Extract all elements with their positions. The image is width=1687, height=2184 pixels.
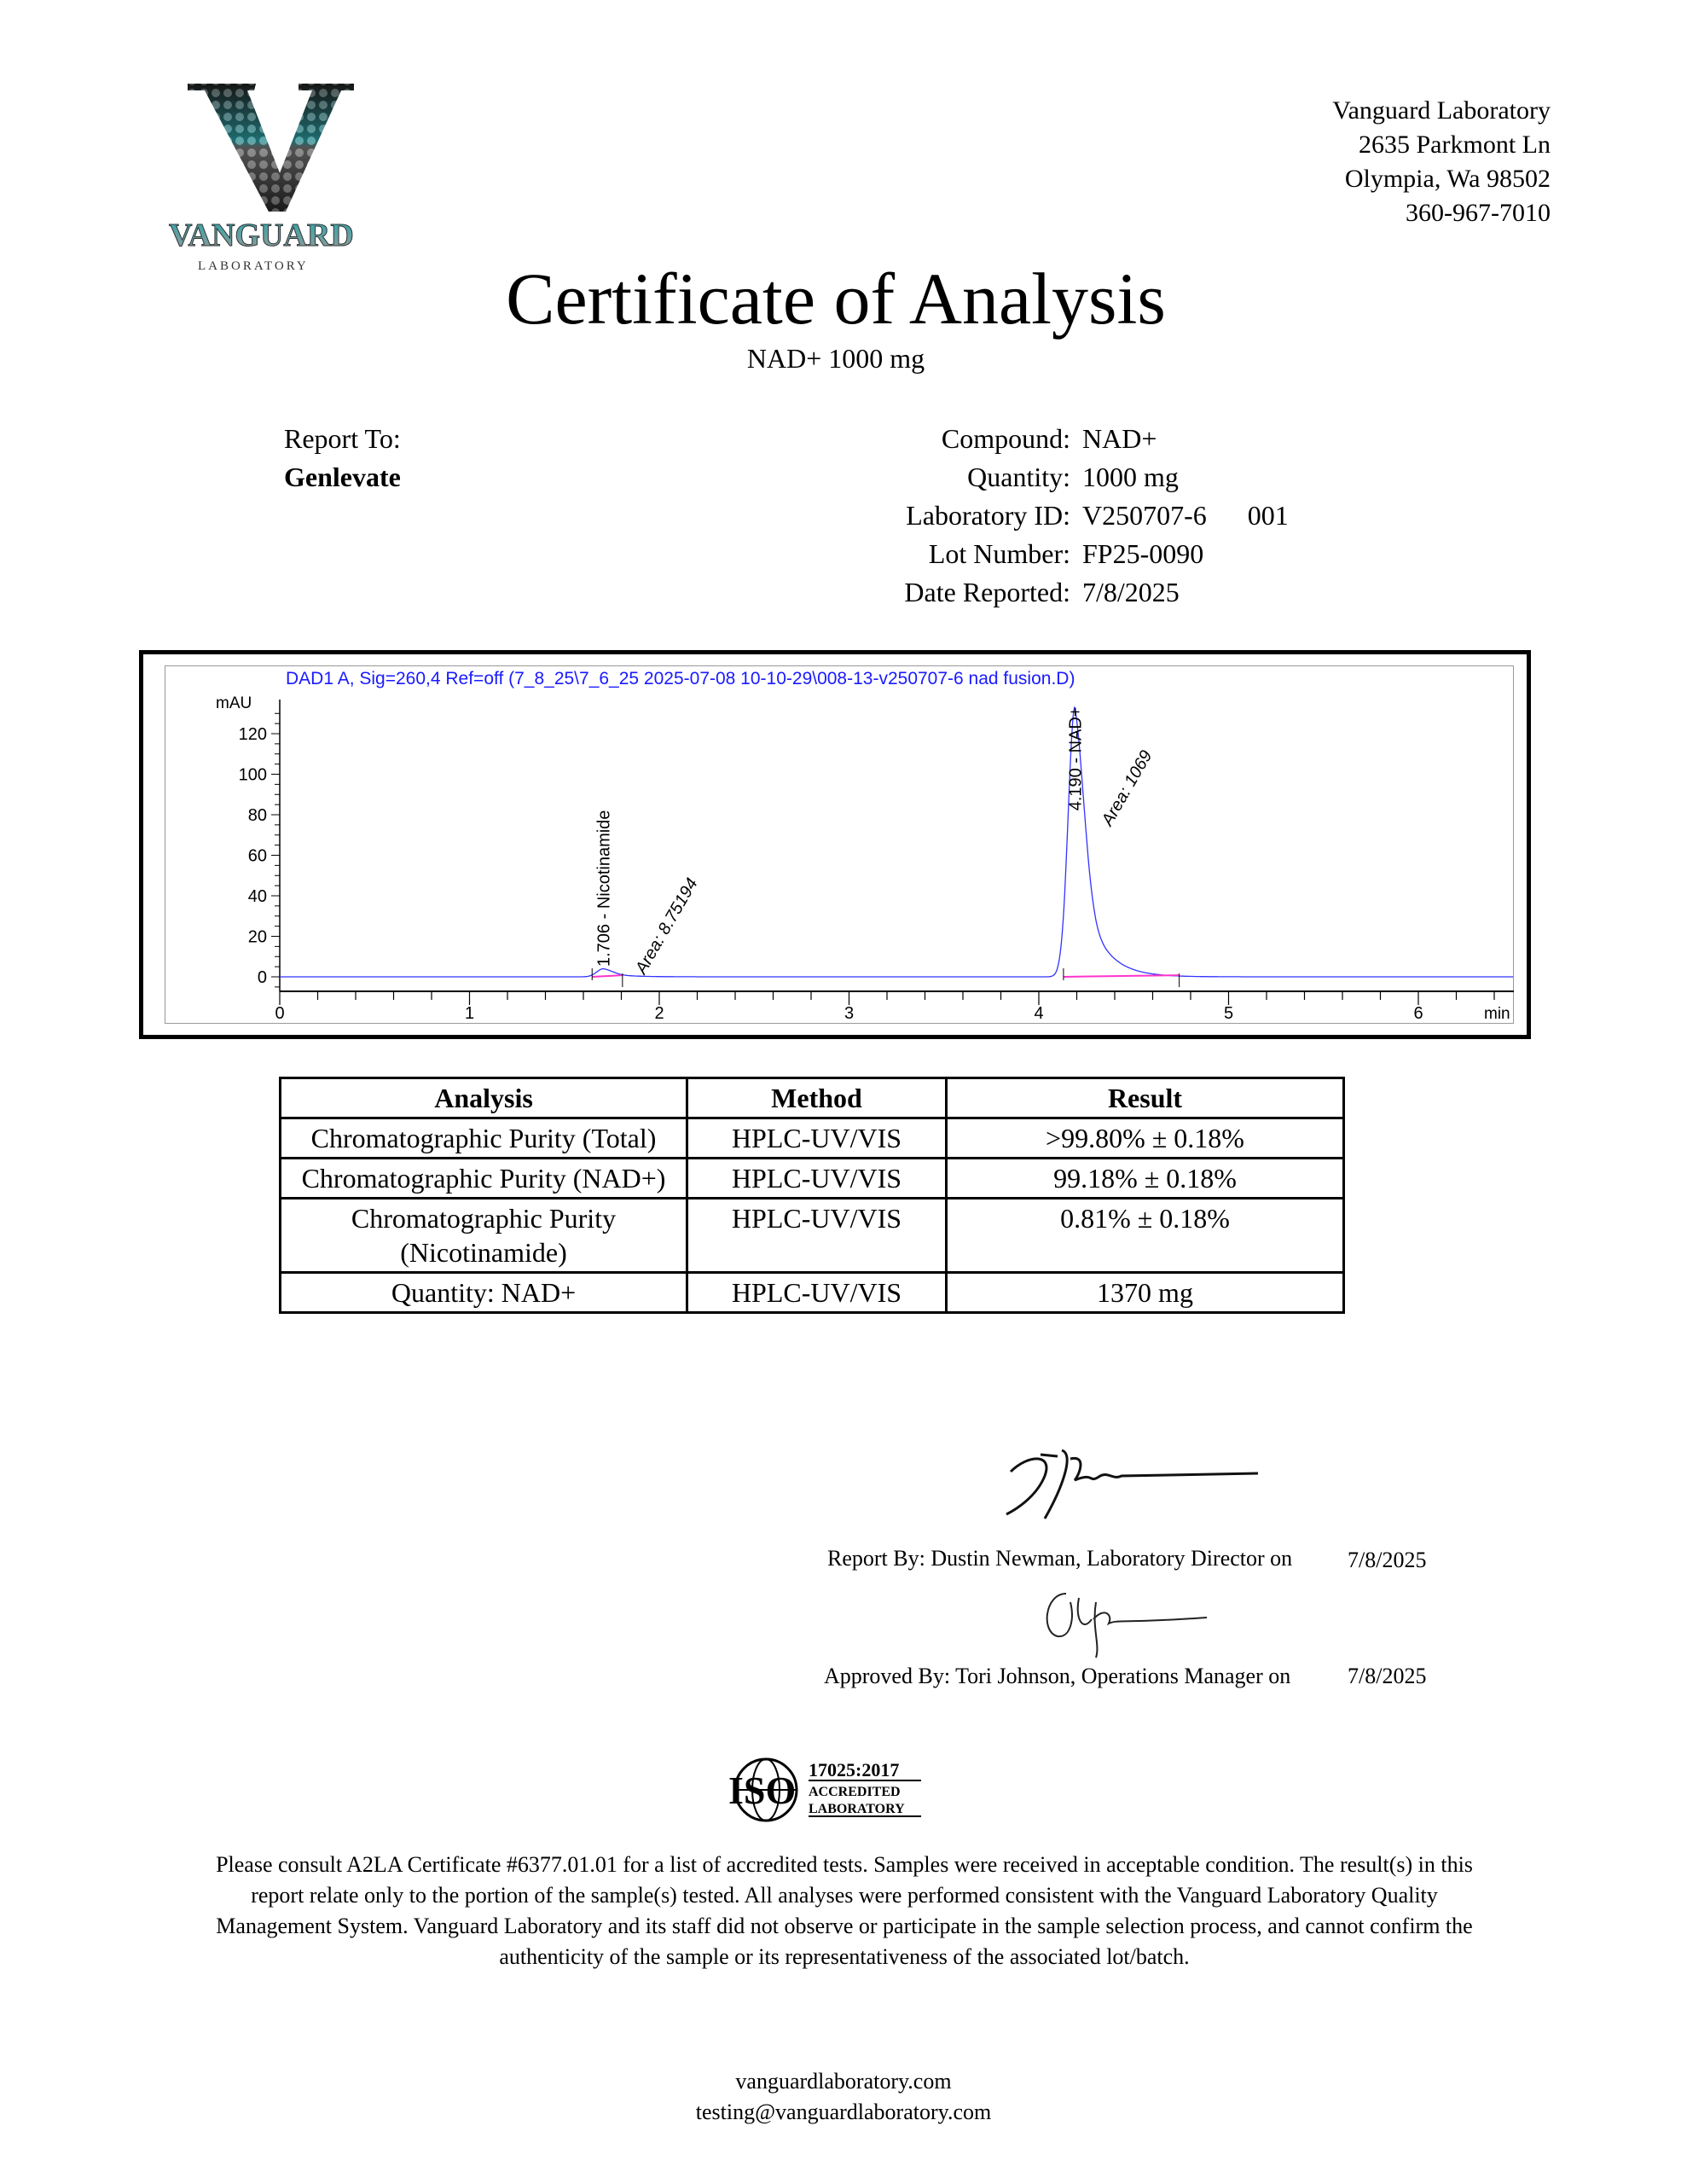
info-row: Date Reported: 7/8/2025 — [768, 573, 1289, 612]
y-tick-label: 40 — [248, 887, 267, 906]
result-cell: >99.80% ± 0.18% — [945, 1117, 1345, 1159]
info-value: NAD+ — [1082, 423, 1157, 454]
iso-standard: 17025:2017 — [809, 1759, 899, 1780]
lab-address: Vanguard Laboratory 2635 Parkmont Ln Oly… — [1332, 94, 1551, 230]
chart-title: DAD1 A, Sig=260,4 Ref=off (7_8_25\7_6_25… — [286, 669, 1075, 688]
info-row: Compound: NAD+ — [768, 420, 1289, 458]
disclaimer-line: Please consult A2LA Certificate #6377.01… — [216, 1852, 1473, 1877]
info-row: Laboratory ID: V250707-6 001 — [768, 497, 1289, 535]
table-row: Chromatographic Purity (Nicotinamide) HP… — [279, 1197, 1345, 1274]
disclaimer: Please consult A2LA Certificate #6377.01… — [128, 1850, 1561, 1972]
client-name: Genlevate — [284, 462, 401, 492]
plot-frame — [165, 665, 1514, 1024]
method-cell: HPLC-UV/VIS — [686, 1117, 948, 1159]
chromatogram-trace — [280, 706, 1514, 978]
peak-label: 4.190 - NAD+ — [1066, 707, 1085, 811]
chromatogram: DAD1 A, Sig=260,4 Ref=off (7_8_25\7_6_25… — [165, 665, 1514, 1024]
sample-info: Compound: NAD+ Quantity: 1000 mg Laborator… — [768, 420, 1289, 612]
result-cell: 0.81% ± 0.18% — [945, 1197, 1345, 1274]
address-phone: 360-967-7010 — [1406, 199, 1551, 227]
report-date: 7/8/2025 — [1348, 1548, 1427, 1572]
table-row: Quantity: NAD+ HPLC-UV/VIS 1370 mg — [279, 1271, 1345, 1314]
x-tick-label: 2 — [654, 1004, 664, 1023]
column-header: Result — [945, 1077, 1345, 1119]
x-axis-label: min — [1484, 1005, 1510, 1023]
footer: vanguardlaboratory.com testing@vanguardl… — [0, 2066, 1687, 2128]
x-tick-label: 6 — [1413, 1004, 1423, 1023]
y-tick-label: 80 — [248, 806, 267, 825]
y-tick-label: 120 — [239, 725, 267, 744]
analysis-cell: Quantity: NAD+ — [279, 1271, 688, 1314]
table-row: Chromatographic Purity (Total) HPLC-UV/V… — [279, 1117, 1345, 1159]
director-signature — [1006, 1449, 1259, 1519]
report-by: Report By: Dustin Newman, Laboratory Dir… — [827, 1546, 1293, 1571]
info-label: Date Reported: — [904, 577, 1070, 607]
column-header: Analysis — [279, 1077, 688, 1119]
page-subtitle: NAD+ 1000 mg — [746, 343, 925, 374]
method-cell: HPLC-UV/VIS — [686, 1197, 948, 1274]
x-tick-label: 0 — [275, 1004, 284, 1023]
method-cell: HPLC-UV/VIS — [686, 1157, 948, 1199]
y-tick-label: 60 — [248, 847, 267, 866]
approved-by: Approved By: Tori Johnson, Operations Ma… — [824, 1664, 1291, 1688]
disclaimer-line: report relate only to the portion of the… — [251, 1883, 1438, 1908]
x-tick-label: 5 — [1224, 1004, 1233, 1023]
table-header-row: Analysis Method Result — [279, 1077, 1345, 1119]
peak-baseline — [592, 974, 623, 978]
page-title: Certificate of Analysis — [506, 258, 1166, 340]
info-value: 7/8/2025 — [1082, 577, 1180, 607]
y-tick-label: 0 — [258, 968, 267, 987]
result-cell: 1370 mg — [945, 1271, 1345, 1314]
iso-accredited: ACCREDITED — [809, 1785, 901, 1799]
iso-laboratory: LABORATORY — [809, 1802, 905, 1816]
report-to-label: Report To: — [284, 423, 401, 454]
analysis-cell: Chromatographic Purity (NAD+) — [279, 1157, 688, 1199]
x-tick-label: 3 — [844, 1004, 854, 1023]
info-row: Quantity: 1000 mg — [768, 458, 1289, 497]
address-line: Olympia, Wa 98502 — [1344, 165, 1551, 193]
logo-subtitle: LABORATORY — [198, 259, 309, 273]
info-label: Compound: — [941, 423, 1070, 454]
peak-baseline — [1063, 974, 1180, 978]
disclaimer-line: Management System. Vanguard Laboratory a… — [216, 1914, 1473, 1938]
approved-date: 7/8/2025 — [1348, 1664, 1427, 1688]
y-tick-label: 20 — [248, 928, 267, 947]
method-cell: HPLC-UV/VIS — [686, 1271, 948, 1314]
address-line: Vanguard Laboratory — [1332, 96, 1551, 125]
y-axis-label: mAU — [216, 694, 252, 712]
iso-accreditation-logo: ISO 17025:2017 ACCREDITED LABORATORY — [728, 1757, 921, 1822]
address-line: 2635 Parkmont Ln — [1359, 131, 1551, 159]
info-label: Lot Number: — [928, 538, 1070, 569]
peak-label: 1.706 - Nicotinamide — [595, 810, 614, 967]
info-value: V250707-6 — [1082, 500, 1207, 531]
result-cell: 99.18% ± 0.18% — [945, 1157, 1345, 1199]
logo-wordmark: VANGUARD — [169, 218, 354, 253]
disclaimer-line: authenticity of the sample or its repres… — [499, 1944, 1190, 1969]
y-tick-label: 100 — [239, 766, 267, 785]
website-link[interactable]: vanguardlaboratory.com — [735, 2069, 952, 2094]
chromatogram-frame — [139, 650, 1531, 1039]
analysis-cell: Chromatographic Purity (Total) — [279, 1117, 688, 1159]
info-label: Laboratory ID: — [906, 500, 1070, 531]
results-table: Analysis Method Result Chromatographic P… — [279, 1077, 1345, 1314]
info-value: 1000 mg — [1082, 462, 1179, 492]
info-label: Quantity: — [967, 462, 1070, 492]
vanguard-logo: VANGUARD LABORATORY — [169, 84, 354, 273]
manager-signature — [1046, 1593, 1208, 1658]
email-link[interactable]: testing@vanguardlaboratory.com — [695, 2100, 992, 2124]
info-extra: 001 — [1247, 500, 1289, 531]
column-header: Method — [686, 1077, 948, 1119]
info-row: Lot Number: FP25-0090 — [768, 535, 1289, 573]
x-tick-label: 4 — [1034, 1004, 1043, 1023]
report-to: Report To: Genlevate — [284, 420, 401, 497]
x-tick-label: 1 — [465, 1004, 474, 1023]
info-value: FP25-0090 — [1082, 538, 1204, 569]
iso-mark: ISO — [728, 1769, 796, 1812]
table-row: Chromatographic Purity (NAD+) HPLC-UV/VI… — [279, 1157, 1345, 1199]
analysis-cell: Chromatographic Purity (Nicotinamide) — [279, 1197, 688, 1274]
